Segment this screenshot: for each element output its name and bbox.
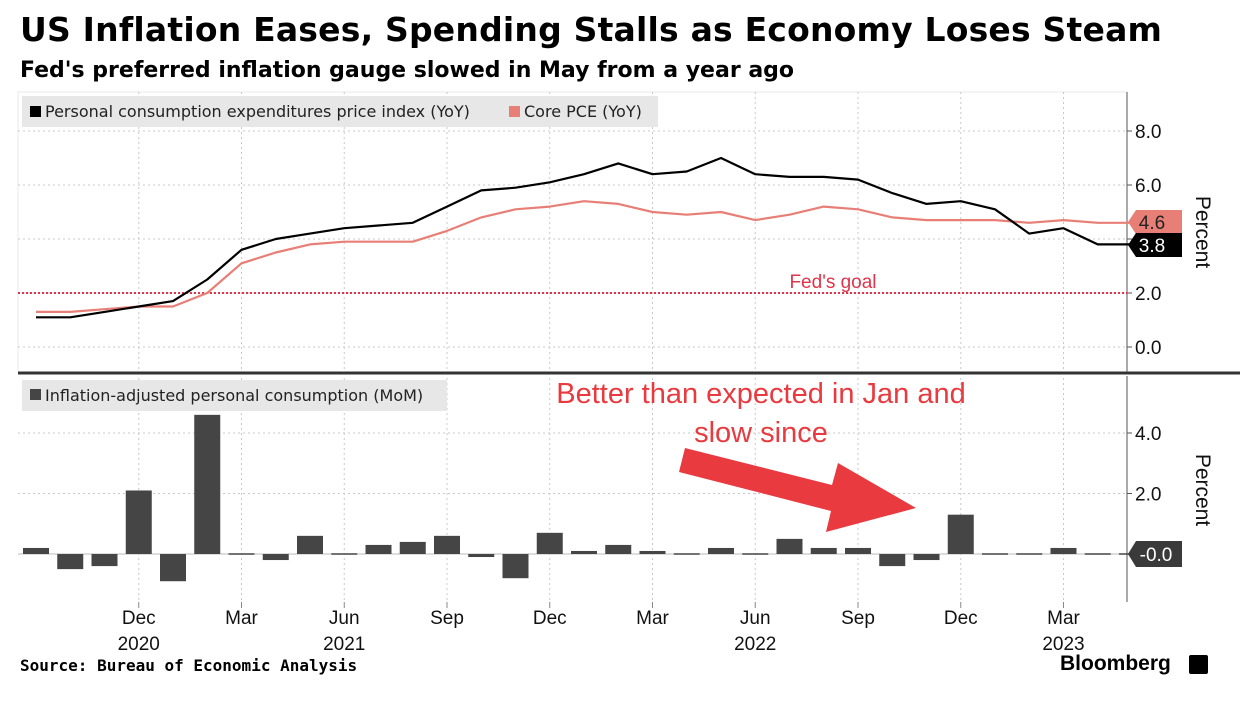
bloomberg-logo: Bloomberg: [1060, 652, 1171, 675]
consumption-last-value-tag-shape: [1128, 541, 1182, 567]
chart-subtitle: Fed's preferred inflation gauge slowed i…: [20, 58, 795, 83]
core-pce-line: [36, 200, 1132, 313]
consumption-bar: [1084, 553, 1111, 555]
consumption-bar: [262, 554, 289, 561]
consumption-bar: [502, 554, 529, 579]
x-tick-label: Sep: [430, 608, 464, 629]
core-pce-last-value-tag-shape: [1128, 210, 1182, 234]
consumption-bar: [399, 541, 426, 554]
consumption-bar: [297, 535, 323, 554]
x-tick-label: Mar: [636, 608, 669, 629]
top-y-tick-label: 6.0: [1135, 176, 1161, 197]
annotation-arrow: [679, 448, 916, 532]
pce-legend-label: Personal consumption expenditures price …: [45, 102, 470, 121]
consumption-legend-swatch: [30, 389, 41, 400]
x-tick-label: Jun: [329, 608, 360, 629]
pce-last-value-tag: 3.8: [1128, 233, 1182, 257]
core-pce-legend-swatch: [509, 106, 520, 117]
source-note: Source: Bureau of Economic Analysis: [20, 656, 358, 675]
consumption-bar: [913, 554, 940, 561]
consumption-bar: [605, 544, 632, 554]
consumption-bar: [879, 554, 906, 567]
pce-last-value-tag-text: 3.8: [1139, 236, 1165, 257]
consumption-bar: [125, 490, 152, 554]
consumption-bar: [982, 553, 1008, 555]
x-tick-label: Sep: [841, 608, 875, 629]
consumption-bar: [673, 553, 700, 555]
consumption-bar: [1050, 547, 1077, 554]
consumption-bar: [365, 544, 392, 554]
consumption-bar: [742, 553, 769, 555]
core-pce-last-value-tag-text: 4.6: [1139, 213, 1165, 234]
bottom-legend-box: [22, 380, 447, 411]
consumption-bar: [810, 547, 837, 554]
top-y-axis-title: Percent: [1191, 196, 1214, 269]
consumption-bar: [23, 547, 49, 554]
consumption-bar: [845, 547, 871, 554]
fed-goal-label: Fed's goal: [789, 272, 876, 293]
consumption-bar: [91, 554, 118, 567]
consumption-bar: [434, 535, 460, 554]
x-tick-label: Dec: [122, 608, 156, 629]
bottom-y-tick-label: 2.0: [1135, 485, 1161, 506]
core-pce-last-value-tag: 4.6: [1128, 210, 1182, 234]
consumption-bar: [639, 550, 666, 554]
consumption-bar: [194, 414, 221, 554]
consumption-bar: [776, 538, 803, 554]
x-tick-label: Dec: [533, 608, 567, 629]
top-y-tick-label: 8.0: [1135, 122, 1161, 143]
top-y-tick-label: 0.0: [1135, 338, 1161, 359]
top-legend-box: [22, 96, 658, 127]
consumption-bar: [1016, 553, 1043, 555]
chart-title: US Inflation Eases, Spending Stalls as E…: [20, 10, 1163, 49]
x-year-label: 2021: [323, 634, 365, 655]
consumption-legend-label: Inflation-adjusted personal consumption …: [45, 386, 423, 405]
core-pce-legend-label: Core PCE (YoY): [524, 102, 642, 121]
consumption-bar: [160, 554, 186, 582]
consumption-bar: [536, 532, 563, 554]
consumption-bar: [57, 554, 84, 570]
bottom-y-tick-label: 4.0: [1135, 424, 1161, 445]
annotation-line-2: slow since: [694, 417, 828, 449]
x-year-label: 2020: [118, 634, 160, 655]
x-tick-label: Mar: [1047, 608, 1080, 629]
pce-legend-swatch: [30, 106, 41, 117]
consumption-bar: [468, 554, 495, 558]
top-y-tick-label: 2.0: [1135, 284, 1161, 305]
consumption-last-value-tag: -0.0: [1128, 541, 1182, 567]
x-tick-label: Mar: [225, 608, 258, 629]
consumption-bar: [228, 553, 255, 555]
consumption-bar: [571, 550, 597, 554]
pce-last-value-tag-shape: [1128, 233, 1182, 257]
annotation-line-1: Better than expected in Jan and: [556, 378, 966, 410]
bottom-y-axis-title: Percent: [1191, 454, 1214, 527]
consumption-bar: [708, 547, 734, 554]
x-tick-label: Dec: [944, 608, 978, 629]
consumption-bar: [331, 553, 358, 555]
x-year-label: 2022: [734, 634, 776, 655]
consumption-bar: [947, 514, 974, 554]
consumption-last-value-tag-text: -0.0: [1140, 545, 1173, 566]
pce-line: [36, 156, 1132, 319]
bloomberg-terminal-icon: [1189, 655, 1208, 674]
x-tick-label: Jun: [740, 608, 771, 629]
x-year-label: 2023: [1042, 634, 1084, 655]
